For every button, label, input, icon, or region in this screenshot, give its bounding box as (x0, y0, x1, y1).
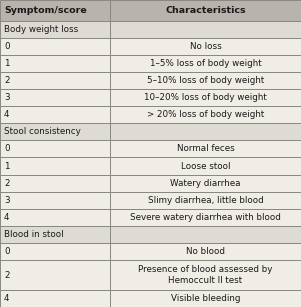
Bar (0, 260, 110, 290)
Bar (110, 38, 301, 55)
Text: Presence of blood assessed by
Hemoccult II test: Presence of blood assessed by Hemoccult … (138, 265, 273, 285)
Bar (0, 0, 110, 21)
Text: 3: 3 (4, 196, 10, 205)
Text: Symptom/score: Symptom/score (4, 6, 87, 15)
Text: Blood in stool: Blood in stool (4, 230, 64, 239)
Text: Body weight loss: Body weight loss (4, 25, 78, 33)
Bar (110, 106, 301, 123)
Bar (0, 157, 110, 175)
Bar (110, 243, 301, 260)
Text: 1: 1 (4, 161, 10, 171)
Text: 2: 2 (4, 270, 10, 280)
Bar (110, 175, 301, 192)
Text: 0: 0 (4, 42, 10, 51)
Bar (0, 38, 110, 55)
Bar (0, 72, 110, 89)
Text: 4: 4 (4, 213, 10, 222)
Text: 1: 1 (4, 59, 10, 68)
Text: 1–5% loss of body weight: 1–5% loss of body weight (150, 59, 261, 68)
Text: 2: 2 (4, 179, 10, 188)
Bar (110, 21, 301, 38)
Bar (110, 157, 301, 175)
Bar (0, 89, 110, 106)
Bar (110, 260, 301, 290)
Text: 2: 2 (4, 76, 10, 85)
Text: No loss: No loss (190, 42, 221, 51)
Bar (0, 290, 110, 307)
Bar (110, 123, 301, 140)
Bar (0, 192, 110, 209)
Bar (0, 243, 110, 260)
Bar (0, 21, 110, 38)
Bar (110, 89, 301, 106)
Text: Characteristics: Characteristics (165, 6, 246, 15)
Bar (110, 140, 301, 157)
Bar (0, 106, 110, 123)
Text: Loose stool: Loose stool (181, 161, 230, 171)
Text: Severe watery diarrhea with blood: Severe watery diarrhea with blood (130, 213, 281, 222)
Text: 4: 4 (4, 294, 10, 303)
Bar (0, 175, 110, 192)
Bar (110, 290, 301, 307)
Text: Stool consistency: Stool consistency (4, 127, 81, 136)
Text: 10–20% loss of body weight: 10–20% loss of body weight (144, 93, 267, 102)
Text: 3: 3 (4, 93, 10, 102)
Bar (110, 209, 301, 226)
Text: > 20% loss of body weight: > 20% loss of body weight (147, 110, 264, 119)
Text: Watery diarrhea: Watery diarrhea (170, 179, 241, 188)
Bar (110, 226, 301, 243)
Bar (110, 55, 301, 72)
Bar (110, 72, 301, 89)
Text: No blood: No blood (186, 247, 225, 256)
Text: Normal feces: Normal feces (177, 144, 234, 154)
Bar (0, 226, 110, 243)
Text: 0: 0 (4, 144, 10, 154)
Bar (110, 192, 301, 209)
Text: Slimy diarrhea, little blood: Slimy diarrhea, little blood (147, 196, 263, 205)
Text: 4: 4 (4, 110, 10, 119)
Text: Visible bleeding: Visible bleeding (171, 294, 240, 303)
Bar (110, 0, 301, 21)
Bar (0, 209, 110, 226)
Bar (0, 123, 110, 140)
Text: 5–10% loss of body weight: 5–10% loss of body weight (147, 76, 264, 85)
Bar (0, 55, 110, 72)
Bar (0, 140, 110, 157)
Text: 0: 0 (4, 247, 10, 256)
